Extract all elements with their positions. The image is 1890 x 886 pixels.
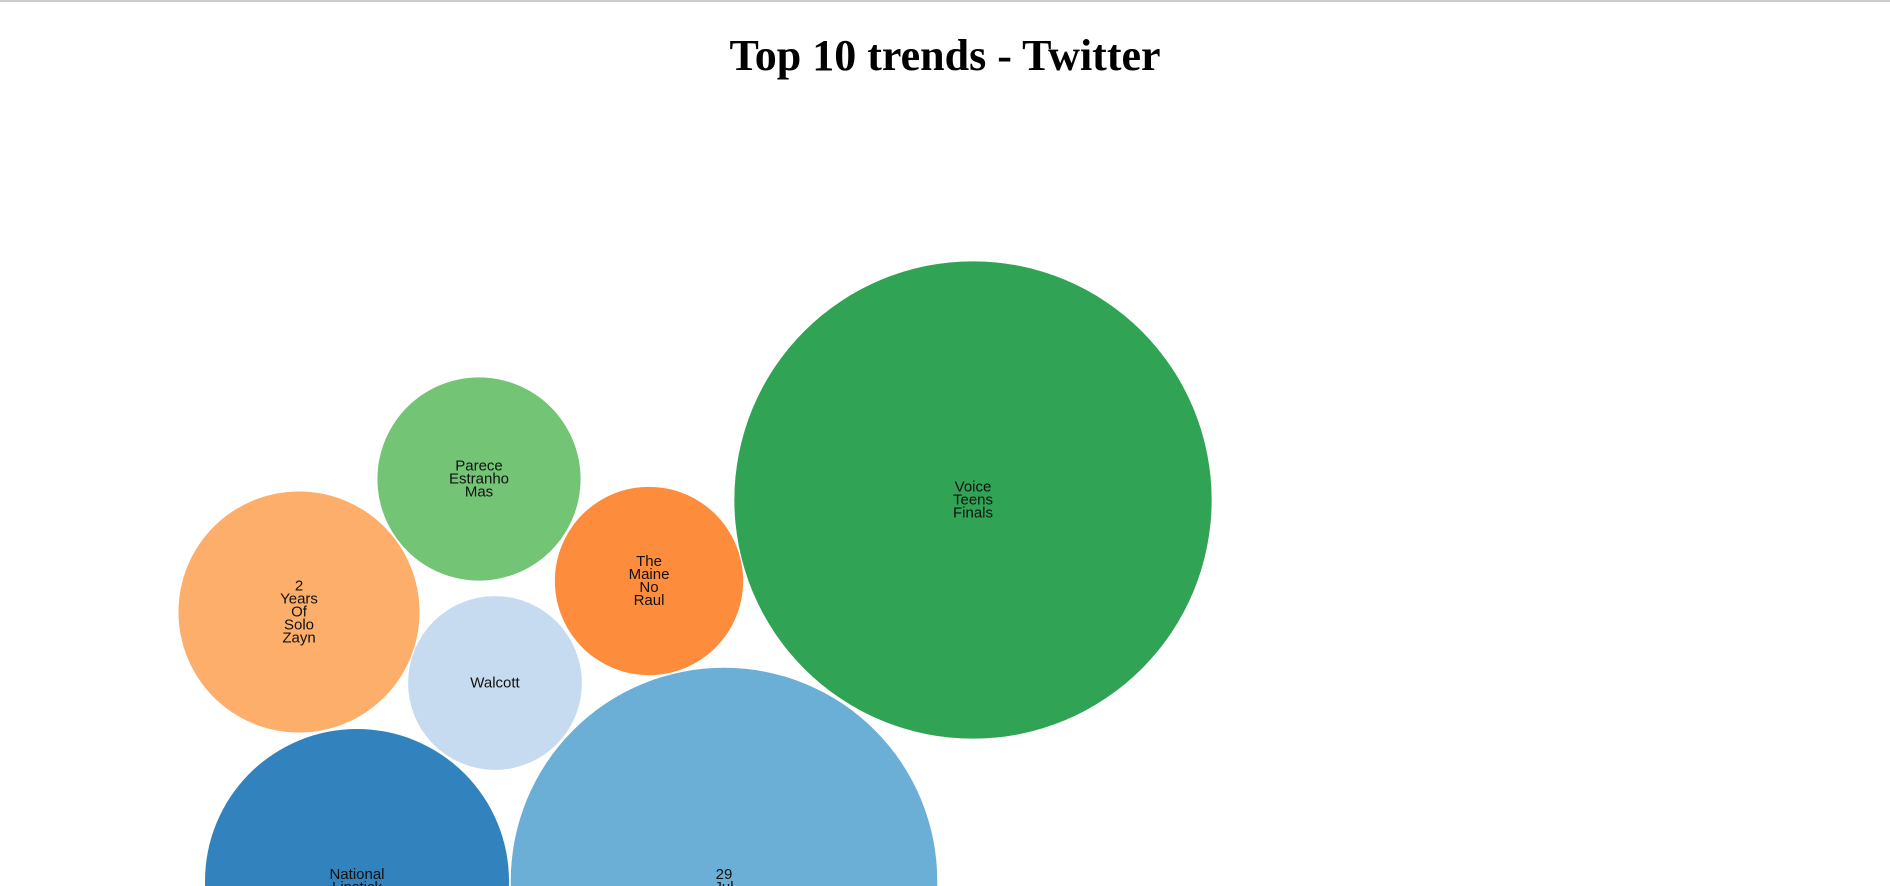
bubble — [510, 667, 938, 886]
bubble-label: 2 Years Of Solo Zayn — [280, 577, 318, 647]
bubble-label: Parece Estranho Mas — [448, 457, 510, 501]
bubble — [205, 729, 509, 886]
bubble — [734, 261, 1212, 739]
chart-title: Top 10 trends - Twitter — [729, 31, 1161, 80]
bubble — [178, 491, 420, 733]
bubble-label: Walcott — [470, 674, 520, 692]
bubble — [408, 596, 582, 770]
bubble-label: Voice Teens Finals — [952, 478, 994, 522]
bubble — [554, 486, 744, 676]
bubble-label: 29 Jul — [714, 866, 733, 886]
bubble-label: National Lipstick — [329, 866, 385, 886]
bubble-label: The Maine No Raul — [628, 553, 670, 609]
bubble — [377, 377, 581, 581]
